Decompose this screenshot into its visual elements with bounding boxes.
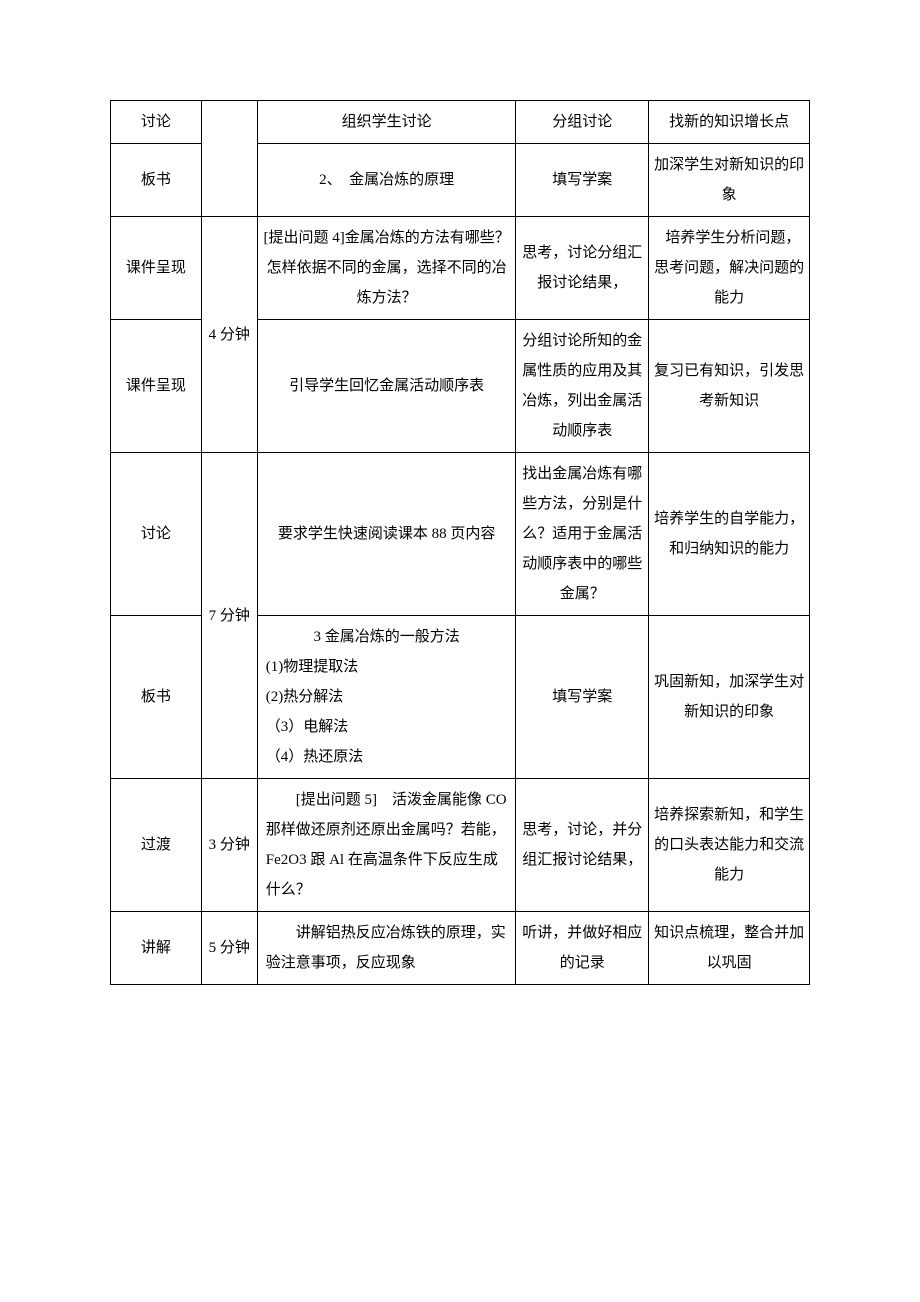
cell-teacher: 3 金属冶炼的一般方法(1)物理提取法(2)热分解法（3）电解法（4）热还原法 [257,616,516,779]
cell-teacher: 要求学生快速阅读课本 88 页内容 [257,453,516,616]
cell-time: 3 分钟 [201,779,257,912]
table-row: 讨论 7 分钟 要求学生快速阅读课本 88 页内容 找出金属冶炼有哪些方法，分别… [111,453,810,616]
cell-purpose: 复习已有知识，引发思考新知识 [649,320,810,453]
cell-student: 分组讨论 [516,101,649,144]
cell-student: 填写学案 [516,616,649,779]
cell-time: 7 分钟 [201,453,257,779]
cell-purpose: 培养探索新知，和学生的口头表达能力和交流能力 [649,779,810,912]
cell-method: 板书 [111,144,202,217]
table-row: 讨论 组织学生讨论 分组讨论 找新的知识增长点 [111,101,810,144]
cell-student: 分组讨论所知的金属性质的应用及其冶炼，列出金属活动顺序表 [516,320,649,453]
cell-method: 课件呈现 [111,217,202,320]
cell-teacher: 2、 金属冶炼的原理 [257,144,516,217]
cell-purpose: 找新的知识增长点 [649,101,810,144]
cell-teacher: 组织学生讨论 [257,101,516,144]
cell-student: 思考，讨论，并分组汇报讨论结果， [516,779,649,912]
cell-student: 思考，讨论分组汇报讨论结果， [516,217,649,320]
cell-method: 讨论 [111,101,202,144]
cell-purpose: 加深学生对新知识的印象 [649,144,810,217]
cell-time [201,101,257,217]
cell-method: 讨论 [111,453,202,616]
cell-purpose: 知识点梳理，整合并加以巩固 [649,912,810,985]
cell-method: 板书 [111,616,202,779]
table-row: 过渡 3 分钟 [提出问题 5] 活泼金属能像 CO 那样做还原剂还原出金属吗？… [111,779,810,912]
cell-purpose: 培养学生的自学能力，和归纳知识的能力 [649,453,810,616]
cell-purpose: 巩固新知，加深学生对新知识的印象 [649,616,810,779]
cell-student: 找出金属冶炼有哪些方法，分别是什么？适用于金属活动顺序表中的哪些金属？ [516,453,649,616]
cell-student: 听讲，并做好相应的记录 [516,912,649,985]
cell-teacher: [提出问题 4]金属冶炼的方法有哪些？怎样依据不同的金属，选择不同的冶炼方法？ [257,217,516,320]
document-page: 讨论 组织学生讨论 分组讨论 找新的知识增长点 板书 2、 金属冶炼的原理 填写… [0,0,920,1045]
lesson-plan-table: 讨论 组织学生讨论 分组讨论 找新的知识增长点 板书 2、 金属冶炼的原理 填写… [110,100,810,985]
cell-time: 5 分钟 [201,912,257,985]
cell-teacher: 讲解铝热反应冶炼铁的原理，实验注意事项，反应现象 [257,912,516,985]
cell-method: 课件呈现 [111,320,202,453]
cell-teacher: [提出问题 5] 活泼金属能像 CO 那样做还原剂还原出金属吗？若能， Fe2O… [257,779,516,912]
cell-method: 过渡 [111,779,202,912]
table-row: 讲解 5 分钟 讲解铝热反应冶炼铁的原理，实验注意事项，反应现象 听讲，并做好相… [111,912,810,985]
cell-time: 4 分钟 [201,217,257,453]
cell-method: 讲解 [111,912,202,985]
table-row: 课件呈现 4 分钟 [提出问题 4]金属冶炼的方法有哪些？怎样依据不同的金属，选… [111,217,810,320]
cell-student: 填写学案 [516,144,649,217]
cell-purpose: 培养学生分析问题， 思考问题，解决问题的能力 [649,217,810,320]
cell-teacher: 引导学生回忆金属活动顺序表 [257,320,516,453]
